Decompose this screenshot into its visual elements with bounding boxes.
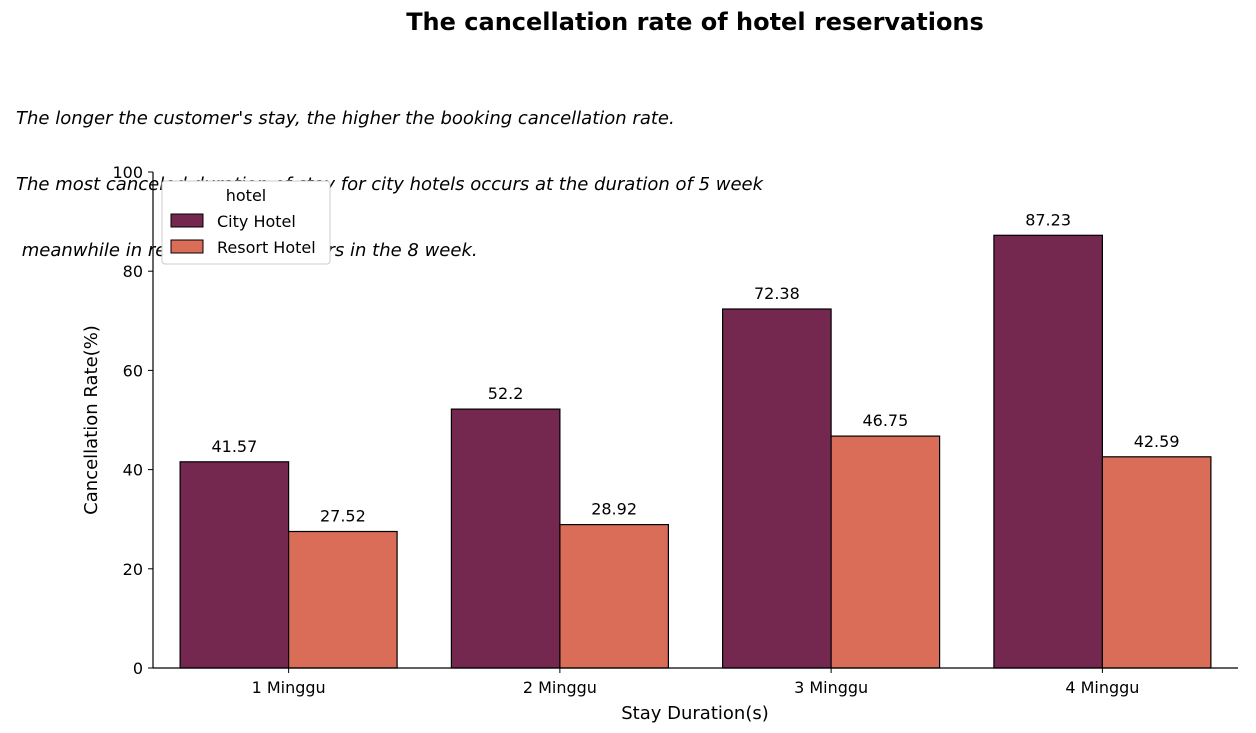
bar-city-hotel [721, 308, 832, 669]
legend-label-city-hotel: City Hotel [217, 212, 296, 231]
y-tick-label: 40 [123, 461, 143, 480]
data-label: 27.52 [320, 507, 366, 526]
data-label: 87.23 [1025, 210, 1071, 229]
x-axis-label: Stay Duration(s) [621, 703, 769, 724]
bar-city-hotel [993, 234, 1104, 669]
y-tick-label: 80 [123, 262, 143, 281]
subtitle-line: The longer the customer's stay, the high… [16, 108, 675, 129]
data-label: 72.38 [754, 284, 800, 303]
y-tick-label: 60 [123, 361, 143, 380]
y-tick-label: 100 [112, 163, 143, 182]
bar-resort-hotel [288, 530, 398, 669]
bars-layer: 41.57 27.52 52.2 28.92 72.38 46.75 87.23 42.59 [179, 210, 1212, 669]
legend-swatch-city-hotel [170, 213, 204, 228]
bar-resort-hotel [830, 435, 941, 669]
chart-title: The cancellation rate of hotel reservati… [406, 8, 984, 36]
data-label: 52.2 [488, 384, 524, 403]
y-tick-label: 0 [133, 659, 143, 678]
chart-subtitle: The longer the customer's stay, the high… [16, 64, 763, 284]
axes-layer [152, 172, 1238, 669]
legend: hotel City Hotel Resort Hotel [161, 180, 331, 265]
legend-swatch-resort-hotel [170, 239, 204, 254]
data-label: 46.75 [862, 411, 908, 430]
data-label: 28.92 [591, 500, 637, 519]
legend-label-resort-hotel: Resort Hotel [217, 238, 316, 257]
y-tick-label: 20 [123, 560, 143, 579]
x-tick-label: 4 Minggu [1065, 678, 1139, 697]
x-tick-label: 2 Minggu [523, 678, 597, 697]
data-label: 42.59 [1134, 432, 1180, 451]
bar-resort-hotel [1101, 456, 1212, 669]
legend-title: hotel [226, 186, 267, 205]
ticks-layer: 1 Minggu 2 Minggu 3 Minggu 4 Minggu 0 20 40 60 8… [112, 163, 1139, 697]
bar-resort-hotel [559, 523, 670, 669]
x-tick-label: 3 Minggu [794, 678, 868, 697]
y-axis-label: Cancellation Rate(%) [81, 325, 102, 515]
bar-city-hotel [450, 408, 561, 669]
x-tick-label: 1 Minggu [252, 678, 326, 697]
bar-city-hotel [179, 461, 290, 669]
data-label: 41.57 [211, 437, 257, 456]
legend-frame [161, 180, 331, 265]
